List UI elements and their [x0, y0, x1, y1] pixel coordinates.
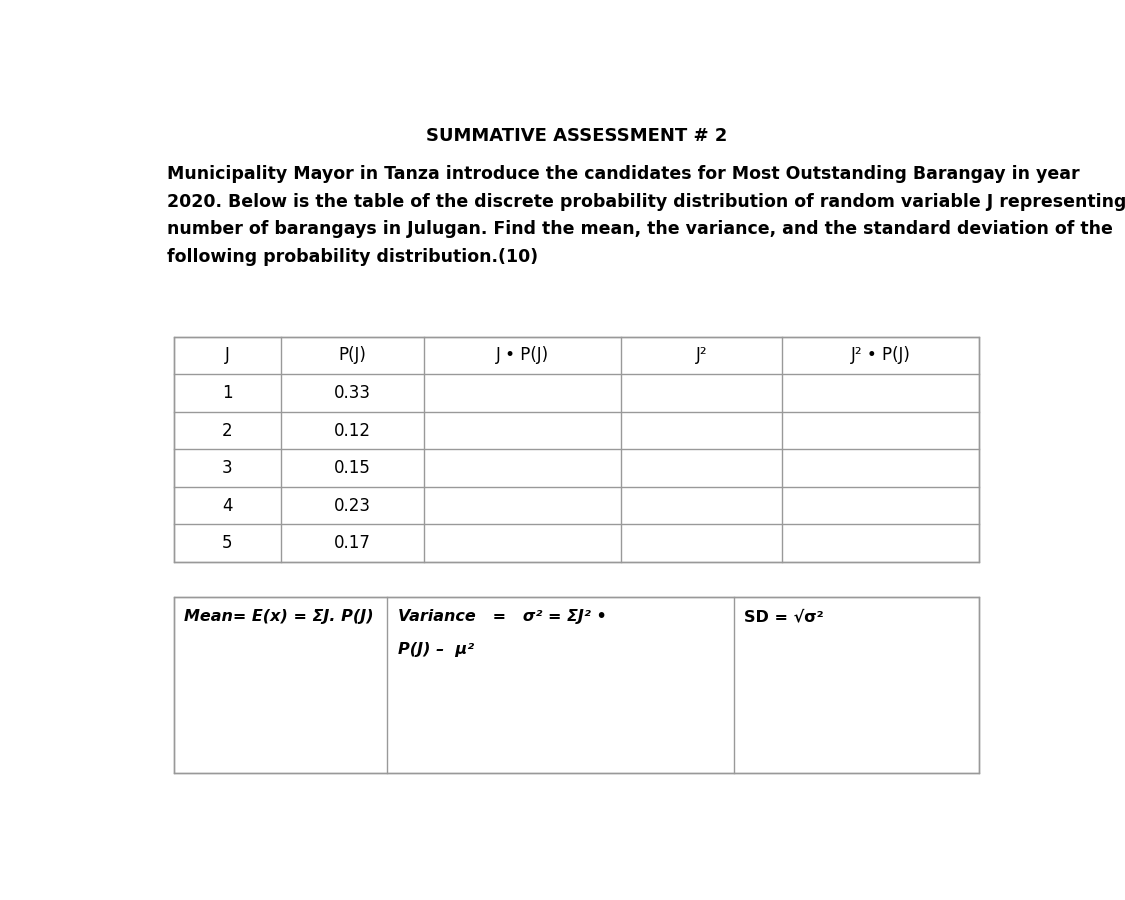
- Text: 5: 5: [223, 534, 233, 552]
- Bar: [173, 597, 980, 773]
- Text: SD = √σ²: SD = √σ²: [744, 609, 824, 624]
- Text: 4: 4: [223, 497, 233, 515]
- Text: J: J: [225, 346, 229, 364]
- Text: SUMMATIVE ASSESSMENT # 2: SUMMATIVE ASSESSMENT # 2: [426, 128, 727, 146]
- Text: 3: 3: [222, 459, 233, 477]
- Text: J²: J²: [696, 346, 708, 364]
- Text: J² • P(J): J² • P(J): [850, 346, 911, 364]
- Text: Municipality Mayor in Tanza introduce the candidates for Most Outstanding Barang: Municipality Mayor in Tanza introduce th…: [166, 165, 1079, 183]
- Text: number of barangays in Julugan. Find the mean, the variance, and the standard de: number of barangays in Julugan. Find the…: [166, 220, 1113, 238]
- Text: following probability distribution.(10): following probability distribution.(10): [166, 248, 538, 266]
- Text: 0.17: 0.17: [334, 534, 371, 552]
- Text: P(J): P(J): [339, 346, 367, 364]
- Text: 1: 1: [222, 384, 233, 402]
- Text: Mean= E(x) = ΣJ. P(J): Mean= E(x) = ΣJ. P(J): [184, 609, 374, 624]
- Text: 0.12: 0.12: [334, 421, 371, 439]
- Text: 0.15: 0.15: [334, 459, 371, 477]
- Text: P(J) –  μ²: P(J) – μ²: [398, 643, 474, 657]
- Text: J • P(J): J • P(J): [496, 346, 549, 364]
- Text: 0.33: 0.33: [334, 384, 371, 402]
- Text: 0.23: 0.23: [334, 497, 371, 515]
- Text: 2: 2: [222, 421, 233, 439]
- Bar: [173, 337, 980, 562]
- Text: 2020. Below is the table of the discrete probability distribution of random vari: 2020. Below is the table of the discrete…: [166, 193, 1125, 211]
- Text: Variance   =   σ² = ΣJ² •: Variance = σ² = ΣJ² •: [398, 609, 606, 624]
